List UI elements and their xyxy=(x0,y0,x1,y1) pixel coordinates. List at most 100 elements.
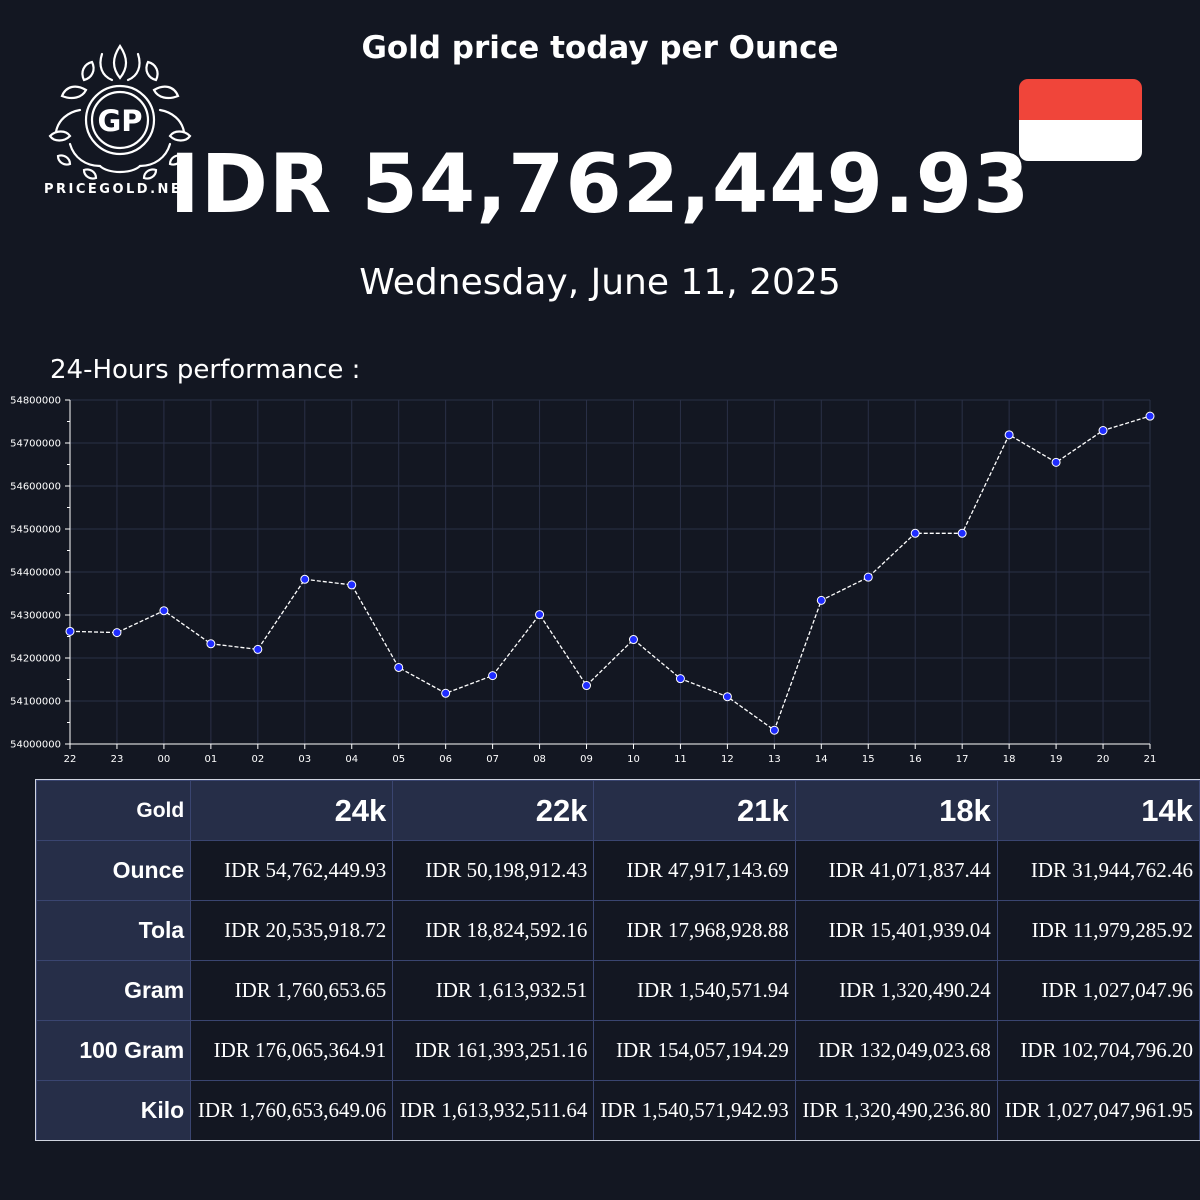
table-row: Kilo IDR 1,760,653,649.06 IDR 1,613,932,… xyxy=(35,1080,1200,1141)
table-cell: IDR 102,704,796.20 xyxy=(996,1020,1200,1081)
table-cell: IDR 1,540,571.94 xyxy=(593,960,796,1021)
data-point xyxy=(910,528,920,538)
data-point xyxy=(159,606,169,616)
y-tick-label: 54600000 xyxy=(10,482,61,493)
data-point xyxy=(535,610,545,620)
table-cell: IDR 1,760,653.65 xyxy=(190,960,394,1021)
data-point xyxy=(206,639,216,649)
table-cell: IDR 1,760,653,649.06 xyxy=(190,1080,394,1141)
table-cell: IDR 54,762,449.93 xyxy=(190,840,394,901)
data-point xyxy=(628,635,638,645)
table-cell: IDR 1,027,047.96 xyxy=(996,960,1200,1021)
table-cell: IDR 1,320,490.24 xyxy=(794,960,998,1021)
x-tick-label: 00 xyxy=(158,754,171,765)
table-row: 100 Gram IDR 176,065,364.91 IDR 161,393,… xyxy=(35,1020,1200,1081)
column-header-18k: 18k xyxy=(794,780,998,841)
data-point xyxy=(441,688,451,698)
data-point xyxy=(582,681,592,691)
x-tick-label: 12 xyxy=(721,754,734,765)
table-cell: IDR 161,393,251.16 xyxy=(392,1020,595,1081)
data-point xyxy=(1051,457,1061,467)
table-cell: IDR 50,198,912.43 xyxy=(392,840,595,901)
y-tick-label: 54300000 xyxy=(10,611,61,622)
x-tick-label: 22 xyxy=(64,754,77,765)
table-cell: IDR 47,917,143.69 xyxy=(593,840,796,901)
row-header-kilo: Kilo xyxy=(35,1080,192,1141)
data-point xyxy=(675,674,685,684)
y-tick-label: 54000000 xyxy=(10,740,61,751)
pricegold-logo-icon: GP xyxy=(48,44,192,180)
data-point xyxy=(1098,426,1108,436)
x-tick-label: 10 xyxy=(627,754,640,765)
x-tick-label: 20 xyxy=(1097,754,1110,765)
table-row: Ounce IDR 54,762,449.93 IDR 50,198,912.4… xyxy=(35,840,1200,901)
logo-text: PRICEGOLD.NET xyxy=(44,182,194,197)
table-cell: IDR 176,065,364.91 xyxy=(190,1020,394,1081)
data-point xyxy=(65,626,75,636)
table-cell: IDR 11,979,285.92 xyxy=(996,900,1200,961)
x-tick-label: 08 xyxy=(533,754,546,765)
column-header-22k: 22k xyxy=(392,780,595,841)
x-tick-label: 23 xyxy=(111,754,124,765)
flag-bottom-stripe xyxy=(1019,120,1142,161)
x-tick-label: 11 xyxy=(674,754,687,765)
table-cell: IDR 132,049,023.68 xyxy=(794,1020,998,1081)
data-point xyxy=(488,671,498,681)
table-cell: IDR 154,057,194.29 xyxy=(593,1020,796,1081)
performance-chart: 54000000 54100000 54200000 54300000 54400000… xyxy=(10,396,1157,766)
x-tick-label: 15 xyxy=(862,754,875,765)
x-tick-label: 05 xyxy=(392,754,405,765)
table-row: Tola IDR 20,535,918.72 IDR 18,824,592.16… xyxy=(35,900,1200,961)
data-point xyxy=(957,528,967,538)
data-point xyxy=(112,628,122,638)
table-corner: Gold xyxy=(35,780,192,841)
y-tick-label: 54100000 xyxy=(10,697,61,708)
column-header-14k: 14k xyxy=(996,780,1200,841)
data-point xyxy=(769,725,779,735)
data-point xyxy=(722,692,732,702)
x-tick-label: 01 xyxy=(205,754,218,765)
table-cell: IDR 17,968,928.88 xyxy=(593,900,796,961)
x-tick-label: 02 xyxy=(251,754,264,765)
data-point xyxy=(863,572,873,582)
x-tick-label: 09 xyxy=(580,754,593,765)
table-cell: IDR 18,824,592.16 xyxy=(392,900,595,961)
table-cell: IDR 20,535,918.72 xyxy=(190,900,394,961)
y-tick-label: 54800000 xyxy=(10,396,61,407)
x-tick-label: 13 xyxy=(768,754,781,765)
data-point xyxy=(347,580,357,590)
page-title: Gold price today per Ounce xyxy=(361,30,839,66)
flag-top-stripe xyxy=(1019,79,1142,120)
table-cell: IDR 1,613,932.51 xyxy=(392,960,595,1021)
x-tick-label: 16 xyxy=(909,754,922,765)
table-cell: IDR 1,027,047,961.95 xyxy=(996,1080,1200,1141)
data-point xyxy=(1145,411,1155,421)
x-tick-label: 17 xyxy=(956,754,969,765)
column-header-21k: 21k xyxy=(593,780,796,841)
x-tick-label: 14 xyxy=(815,754,828,765)
logo-monogram: GP xyxy=(97,104,142,138)
table-cell: IDR 1,540,571,942.93 xyxy=(593,1080,796,1141)
x-tick-label: 19 xyxy=(1050,754,1063,765)
table-cell: IDR 1,613,932,511.64 xyxy=(392,1080,595,1141)
x-tick-label: 04 xyxy=(345,754,358,765)
current-price: IDR 54,762,449.93 xyxy=(169,138,1031,232)
row-header-100-gram: 100 Gram xyxy=(35,1020,192,1081)
y-tick-label: 54700000 xyxy=(10,439,61,450)
x-tick-label: 07 xyxy=(486,754,499,765)
data-point xyxy=(1004,430,1014,440)
table-cell: IDR 15,401,939.04 xyxy=(794,900,998,961)
table-row: Gram IDR 1,760,653.65 IDR 1,613,932.51 I… xyxy=(35,960,1200,1021)
price-date: Wednesday, June 11, 2025 xyxy=(359,262,841,303)
y-tick-label: 54400000 xyxy=(10,568,61,579)
table-cell: IDR 41,071,837.44 xyxy=(794,840,998,901)
indonesia-flag-icon xyxy=(1019,79,1142,161)
x-tick-label: 21 xyxy=(1144,754,1157,765)
performance-label: 24-Hours performance : xyxy=(50,355,361,385)
row-header-gram: Gram xyxy=(35,960,192,1021)
table-header-row: Gold 24k 22k 21k 18k 14k xyxy=(35,780,1200,841)
y-tick-label: 54200000 xyxy=(10,654,61,665)
data-point xyxy=(253,644,263,654)
y-tick-label: 54500000 xyxy=(10,525,61,536)
row-header-ounce: Ounce xyxy=(35,840,192,901)
